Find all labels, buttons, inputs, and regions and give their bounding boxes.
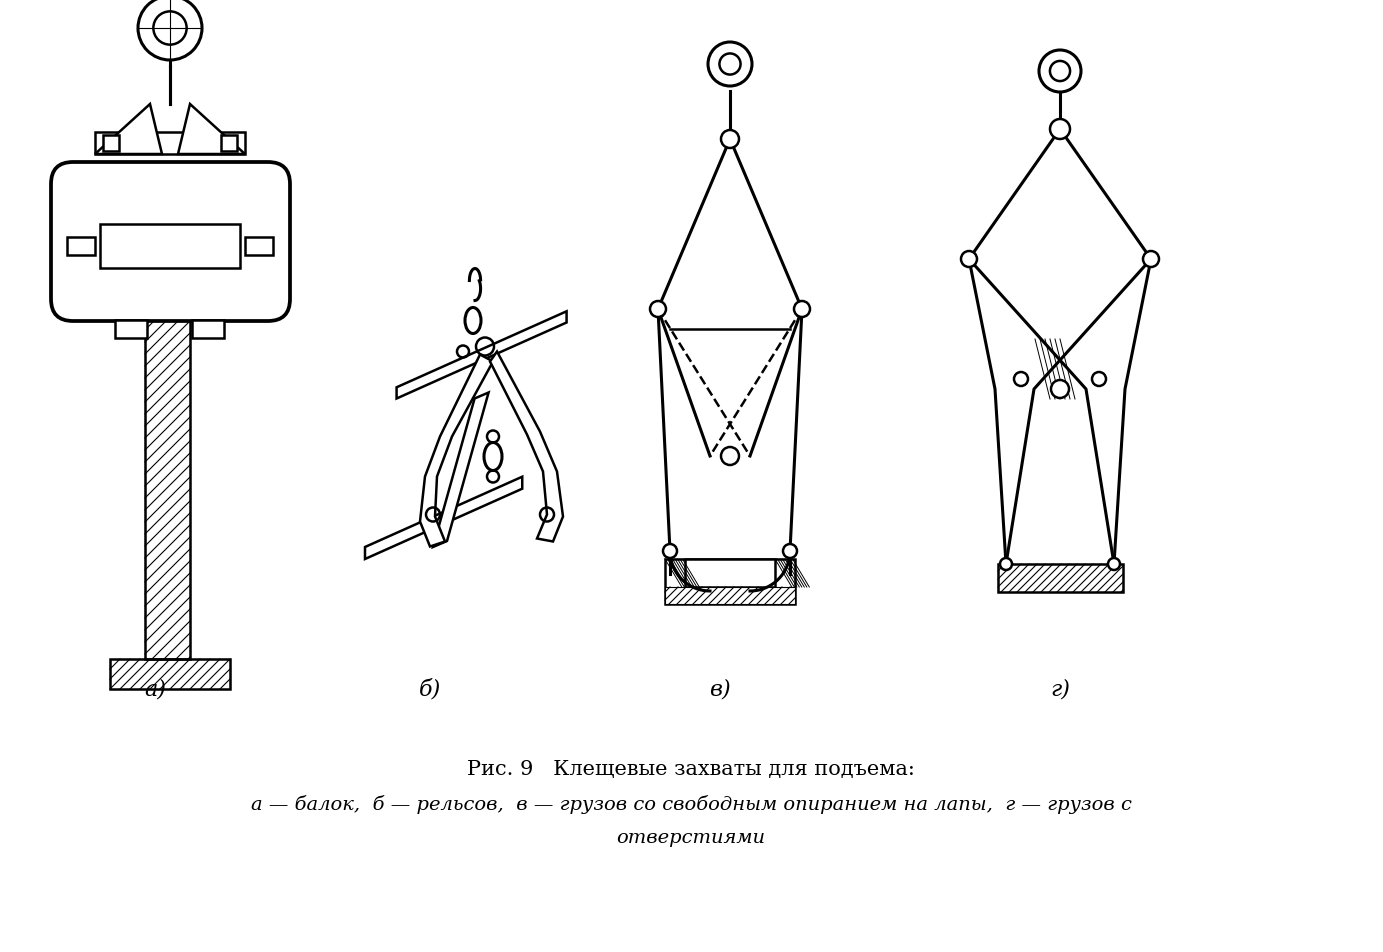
Bar bbox=[111, 660, 230, 689]
Bar bbox=[665, 560, 795, 605]
Polygon shape bbox=[433, 393, 488, 547]
Circle shape bbox=[783, 545, 797, 559]
Circle shape bbox=[1051, 381, 1069, 399]
Bar bbox=[145, 289, 189, 660]
Text: а — балок,  б — рельсов,  в — грузов со свободным опиранием на лапы,  г — грузов: а — балок, б — рельсов, в — грузов со св… bbox=[250, 795, 1131, 814]
Bar bbox=[95, 133, 245, 155]
Circle shape bbox=[1014, 372, 1028, 387]
Text: Рис. 9   Клещевые захваты для подъема:: Рис. 9 Клещевые захваты для подъема: bbox=[467, 760, 916, 779]
Circle shape bbox=[794, 302, 810, 318]
Bar bbox=[115, 321, 147, 339]
Circle shape bbox=[961, 251, 976, 268]
Circle shape bbox=[1108, 559, 1120, 570]
FancyBboxPatch shape bbox=[51, 163, 290, 322]
Circle shape bbox=[721, 447, 739, 466]
Text: а): а) bbox=[144, 678, 166, 701]
Bar bbox=[145, 289, 189, 660]
Bar bbox=[111, 262, 230, 289]
Circle shape bbox=[1050, 120, 1070, 140]
Circle shape bbox=[1000, 559, 1012, 570]
Text: отверстиями: отверстиями bbox=[617, 828, 766, 846]
Bar bbox=[102, 136, 119, 151]
Text: б): б) bbox=[419, 678, 441, 701]
Bar bbox=[999, 565, 1123, 592]
Bar bbox=[245, 238, 272, 256]
Polygon shape bbox=[365, 477, 523, 560]
Text: г): г) bbox=[1050, 678, 1070, 701]
Bar bbox=[111, 262, 230, 289]
Bar bbox=[685, 560, 774, 587]
FancyBboxPatch shape bbox=[160, 65, 180, 105]
Circle shape bbox=[721, 130, 739, 149]
Bar bbox=[192, 321, 224, 339]
Polygon shape bbox=[420, 355, 492, 547]
Polygon shape bbox=[95, 105, 162, 155]
Bar bbox=[66, 238, 95, 256]
Circle shape bbox=[650, 302, 667, 318]
Bar bbox=[999, 565, 1123, 592]
Circle shape bbox=[1093, 372, 1106, 387]
Text: в): в) bbox=[709, 678, 730, 701]
Bar bbox=[221, 136, 236, 151]
Bar bbox=[665, 587, 795, 605]
Bar bbox=[100, 225, 241, 268]
Polygon shape bbox=[490, 352, 563, 542]
Bar bbox=[111, 660, 230, 689]
Polygon shape bbox=[397, 312, 567, 399]
Circle shape bbox=[1142, 251, 1159, 268]
Polygon shape bbox=[178, 105, 245, 155]
Circle shape bbox=[662, 545, 678, 559]
